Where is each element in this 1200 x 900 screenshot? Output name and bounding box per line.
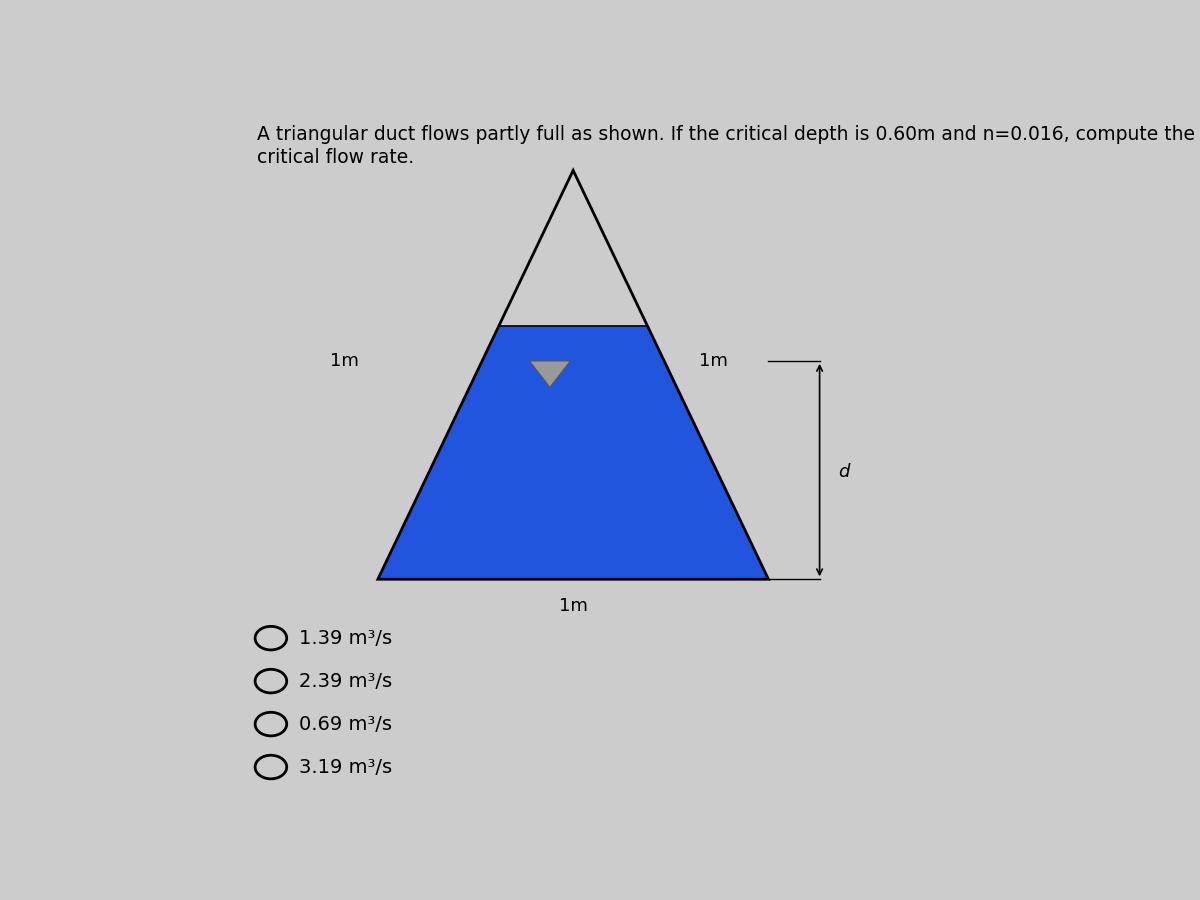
- Text: 1.39 m³/s: 1.39 m³/s: [299, 628, 392, 648]
- Text: critical flow rate.: critical flow rate.: [257, 148, 414, 167]
- Text: 1m: 1m: [330, 352, 359, 370]
- Text: 0.69 m³/s: 0.69 m³/s: [299, 715, 392, 733]
- Text: 1m: 1m: [698, 352, 727, 370]
- Text: d: d: [839, 463, 850, 481]
- Text: 1m: 1m: [559, 597, 588, 615]
- Polygon shape: [378, 326, 768, 580]
- Text: 3.19 m³/s: 3.19 m³/s: [299, 758, 392, 777]
- Text: A triangular duct flows partly full as shown. If the critical depth is 0.60m and: A triangular duct flows partly full as s…: [257, 125, 1195, 144]
- Polygon shape: [529, 361, 570, 387]
- Text: 2.39 m³/s: 2.39 m³/s: [299, 671, 392, 690]
